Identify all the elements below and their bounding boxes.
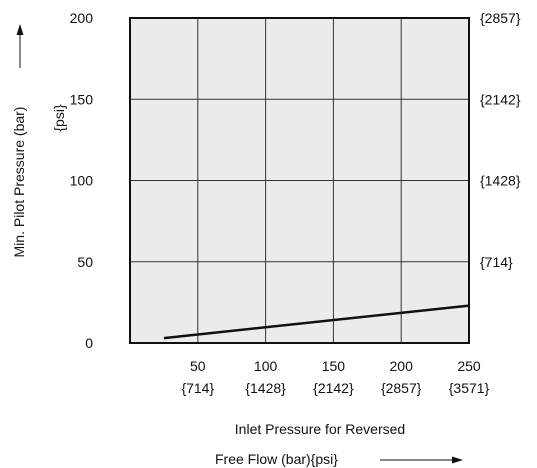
x-tick-label: 50 bbox=[190, 358, 206, 374]
grid bbox=[130, 18, 469, 343]
y-tick-label-right: {1428} bbox=[480, 173, 521, 189]
series-line bbox=[163, 304, 470, 340]
x-tick-label-psi: {1428} bbox=[245, 380, 286, 396]
plot-border bbox=[129, 17, 470, 344]
y-tick-label-right: {2142} bbox=[480, 91, 521, 107]
x-tick-labels: 50 {714} 100 {1428} 150 {2142} 200 {2857} 250 {35… bbox=[181, 358, 489, 396]
x-tick-label-psi: {3571} bbox=[449, 380, 490, 396]
y-tick-label: 100 bbox=[70, 173, 94, 189]
y-axis-label: Min. Pilot Pressure (bar) bbox=[11, 107, 27, 258]
x-tick-label-psi: {714} bbox=[181, 380, 214, 396]
x-tick-label: 150 bbox=[322, 358, 346, 374]
y-tick-labels: 0 50 100 150 200 bbox=[70, 10, 94, 351]
y-axis-arrow-icon bbox=[16, 24, 24, 68]
x-axis-arrow-icon bbox=[380, 456, 463, 464]
x-axis-label-line1: Inlet Pressure for Reversed bbox=[235, 421, 405, 437]
y-tick-label-right: {2857} bbox=[480, 10, 521, 26]
y-tick-label: 150 bbox=[70, 91, 94, 107]
y-tick-labels-right: {714} {1428} {2142} {2857} bbox=[480, 10, 521, 270]
y-axis-unit-label: {psi} bbox=[51, 104, 67, 132]
y-tick-label: 0 bbox=[85, 335, 93, 351]
x-tick-label: 250 bbox=[457, 358, 481, 374]
y-tick-label-right: {714} bbox=[480, 254, 513, 270]
series-layer bbox=[163, 304, 470, 340]
y-tick-label: 50 bbox=[77, 254, 93, 270]
x-tick-label: 100 bbox=[254, 358, 278, 374]
x-tick-label-psi: {2142} bbox=[313, 380, 354, 396]
x-axis-label-line2: Free Flow (bar){psi} bbox=[215, 451, 338, 467]
y-tick-label: 200 bbox=[70, 10, 94, 26]
x-tick-label-psi: {2857} bbox=[381, 380, 422, 396]
x-tick-label: 200 bbox=[390, 358, 414, 374]
